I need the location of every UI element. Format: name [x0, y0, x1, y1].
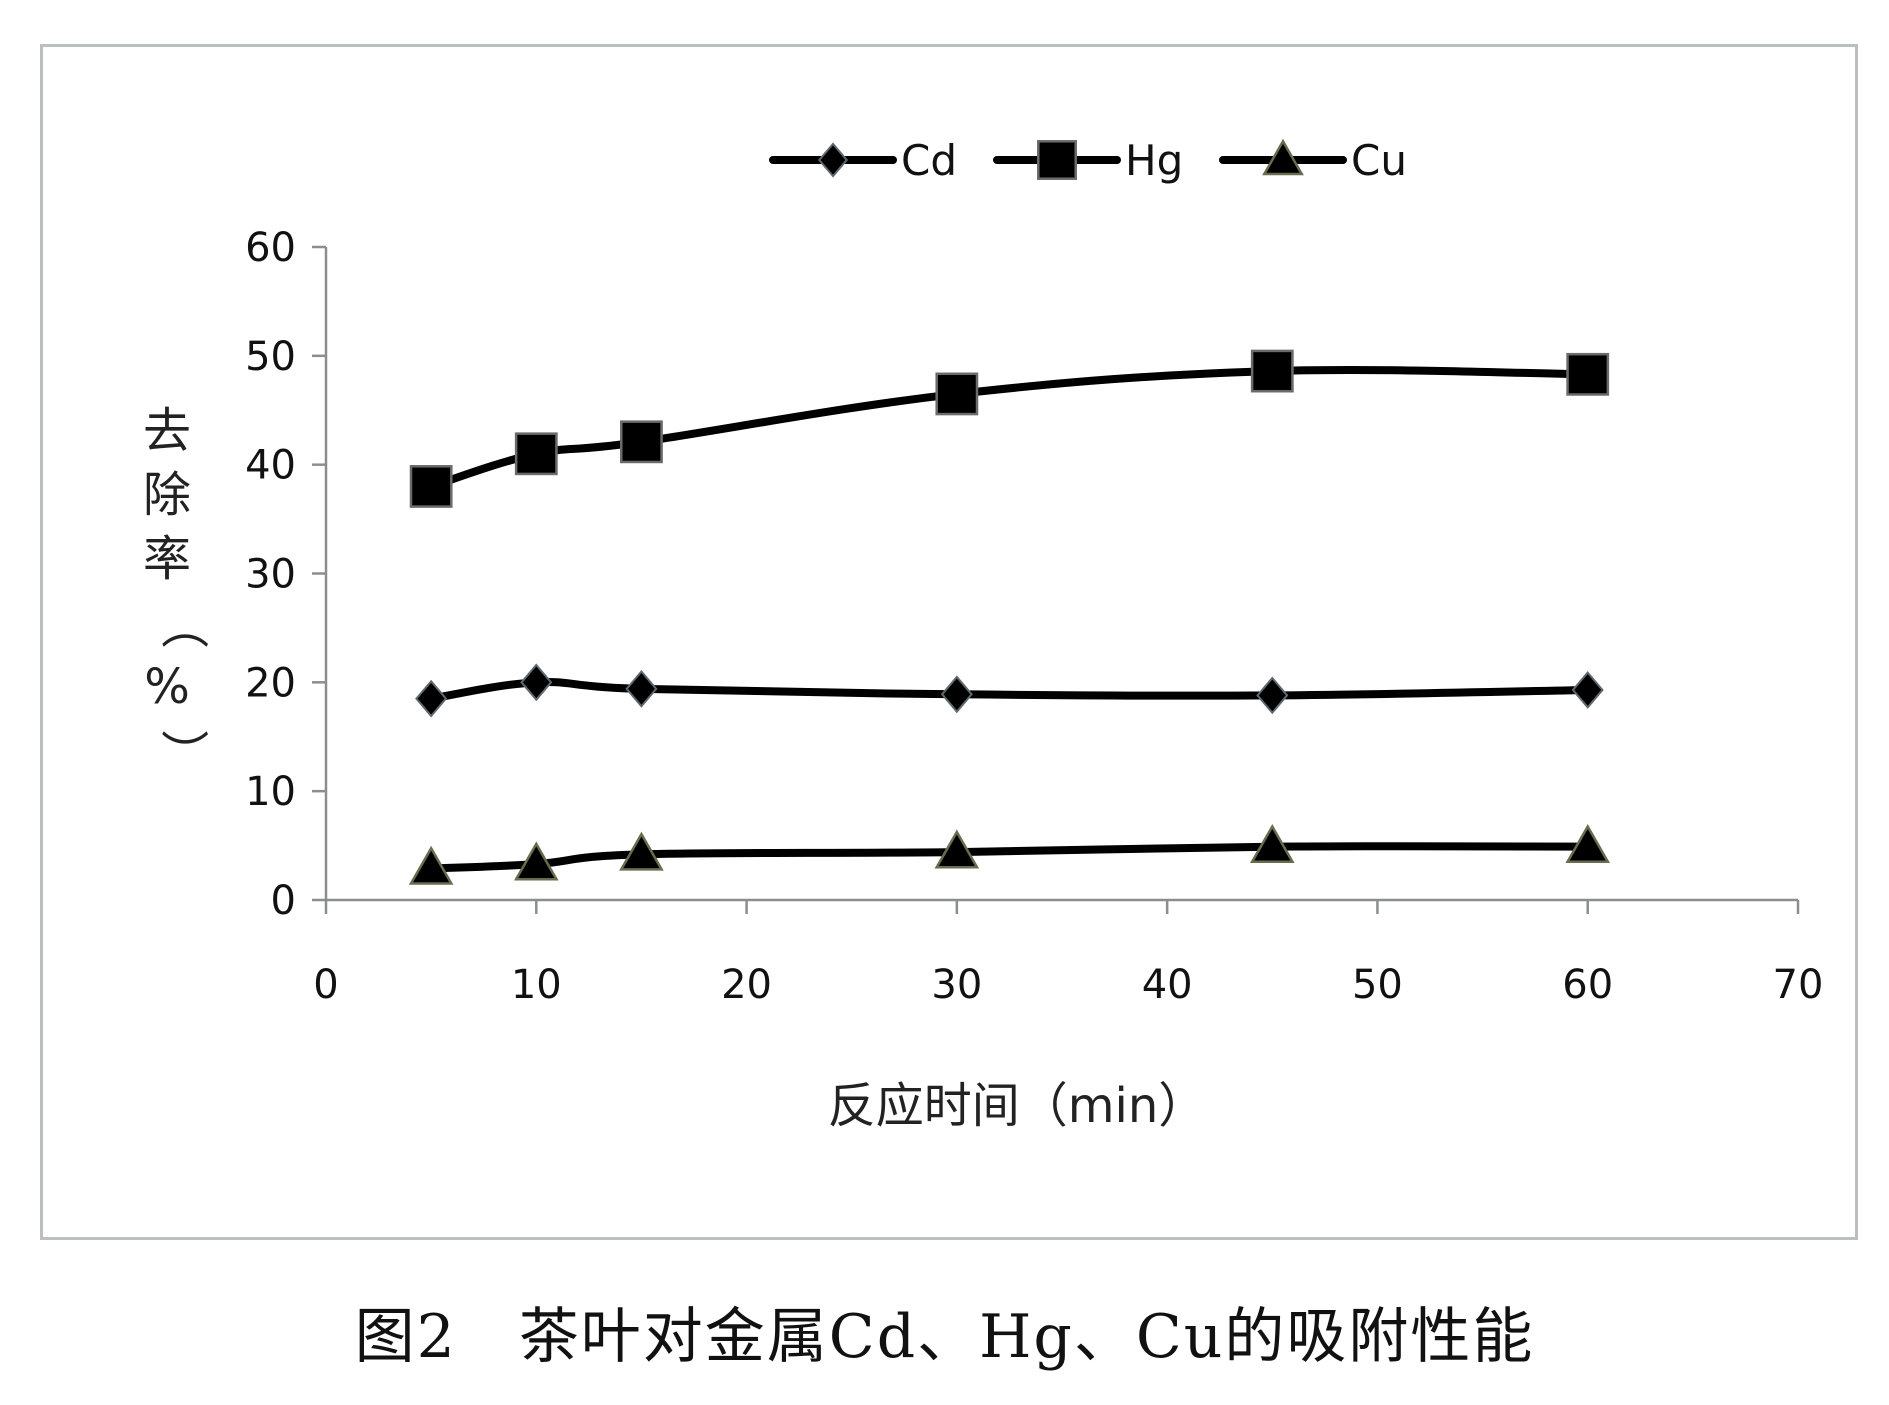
data-point-cd	[940, 675, 973, 714]
series-line-hg	[427, 365, 1592, 491]
y-axis-title-char: ）	[155, 729, 211, 777]
legend-item-hg: Hg	[993, 136, 1183, 185]
x-tick-label: 30	[931, 962, 982, 1008]
chart-frame: 0 10 20 30 40 50 60 0 10 20 30 40 50 60 70 Cd Hg Cu 反应时间…	[40, 44, 1858, 1240]
series-line-cd	[427, 678, 1592, 703]
legend-marker	[1037, 140, 1077, 180]
series-line-cu	[427, 842, 1592, 873]
x-tick-label: 20	[721, 962, 772, 1008]
y-tick-label: 20	[245, 660, 296, 706]
y-tick-label: 30	[245, 552, 296, 598]
legend-marker	[817, 142, 849, 178]
series-lines	[408, 349, 1611, 885]
data-point-cd	[520, 663, 553, 702]
data-point-cu	[619, 831, 664, 871]
data-point-hg	[514, 432, 558, 476]
data-point-cd	[1571, 671, 1604, 709]
data-point-hg	[935, 372, 979, 416]
figure-caption: 图2 茶叶对金属Cd、Hg、Cu的吸附性能	[354, 1302, 1535, 1372]
x-tick-label: 0	[313, 962, 338, 1008]
series-hg	[409, 349, 1610, 508]
x-tick-label: 40	[1142, 962, 1193, 1008]
data-point-hg	[620, 420, 663, 464]
y-axis-title-char: （	[155, 601, 211, 649]
data-point-cu	[408, 845, 454, 885]
data-point-cu	[513, 841, 559, 881]
y-axis-title-char: 去	[143, 403, 191, 459]
legend-item-cu: Cu	[1219, 136, 1407, 185]
x-axis-title: 反应时间（min）	[828, 1078, 1207, 1134]
data-point-cd	[1256, 676, 1289, 715]
legend-label: Cu	[1351, 136, 1407, 185]
legend-item-cd: Cd	[769, 136, 957, 185]
x-tick-label: 60	[1562, 962, 1613, 1008]
y-tick-label: 10	[245, 769, 296, 815]
data-point-hg	[1566, 352, 1610, 396]
axis-titles: 反应时间（min） 去除率 （% ）	[143, 403, 1206, 1134]
y-axis-title-char: %	[144, 659, 190, 715]
data-point-cu	[1565, 823, 1611, 864]
y-axis-title-char: 率	[143, 531, 191, 587]
x-tick-label: 50	[1352, 962, 1403, 1008]
series-cd	[415, 663, 1604, 718]
data-point-cu	[1249, 823, 1295, 864]
data-point-cd	[415, 679, 448, 718]
y-axis-title-char: 除	[143, 467, 191, 523]
data-point-hg	[409, 465, 453, 508]
legend-marker	[1262, 138, 1304, 176]
data-point-cu	[934, 829, 980, 869]
x-tick-label: 10	[511, 962, 562, 1008]
legend-label: Hg	[1125, 136, 1183, 185]
series-cu	[408, 823, 1611, 885]
legend: Cd Hg Cu	[769, 136, 1407, 185]
y-tick-label: 50	[245, 334, 296, 380]
legend-label: Cd	[901, 136, 957, 185]
data-point-hg	[1250, 349, 1294, 393]
line-chart: 0 10 20 30 40 50 60 0 10 20 30 40 50 60 70 Cd Hg Cu 反应时间…	[143, 136, 1823, 1134]
y-tick-label: 40	[245, 443, 296, 489]
y-tick-label: 60	[245, 225, 296, 271]
x-tick-label: 70	[1773, 962, 1824, 1008]
data-point-cd	[625, 669, 658, 708]
axes: 0 10 20 30 40 50 60 0 10 20 30 40 50 60 70	[245, 225, 1823, 1008]
y-tick-label: 0	[271, 878, 296, 924]
